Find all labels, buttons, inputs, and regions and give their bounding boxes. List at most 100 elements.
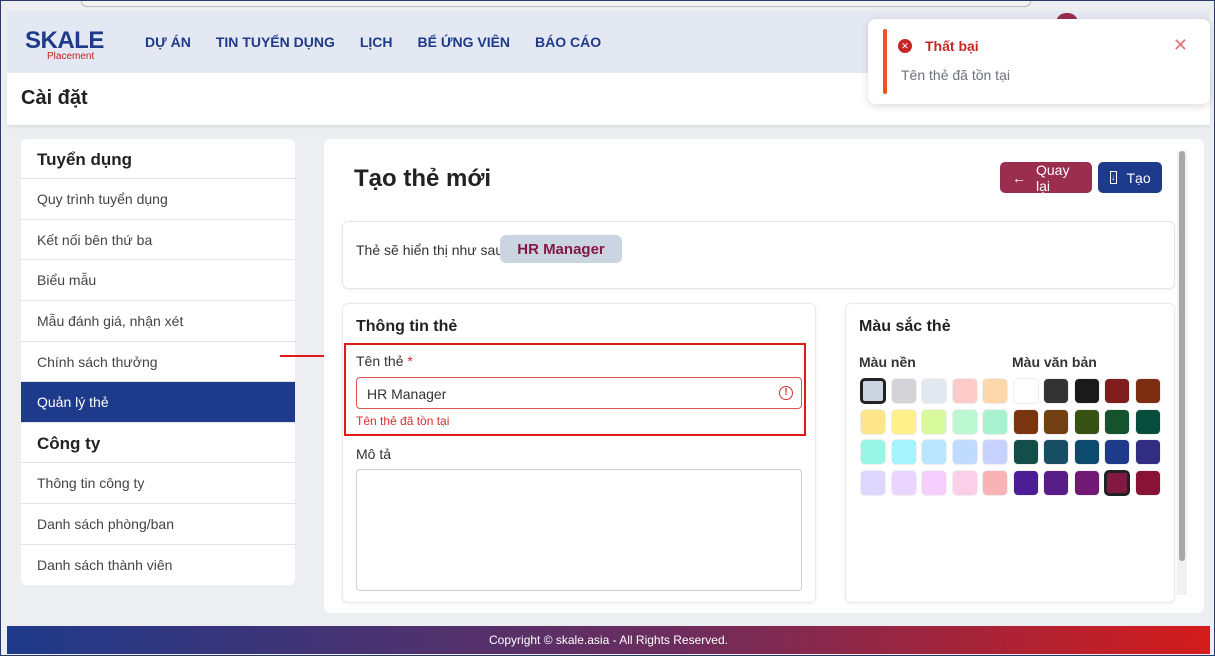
bg-color-swatch[interactable] bbox=[921, 439, 947, 465]
error-icon: ! bbox=[779, 386, 793, 400]
sidebar-item-quan-ly-the[interactable]: Quản lý thẻ bbox=[21, 382, 295, 424]
logo-text: SKALE bbox=[25, 27, 104, 54]
tag-preview-badge: HR Manager bbox=[500, 235, 622, 263]
sidebar-item-quy-trinh[interactable]: Quy trình tuyển dụng bbox=[21, 179, 295, 220]
nav-lich[interactable]: LỊCH bbox=[359, 34, 393, 50]
create-tag-panel: Tạo thẻ mới ← Quay lại ↓ Tạo Thẻ sẽ hiển t… bbox=[324, 139, 1204, 613]
create-label: Tạo bbox=[1126, 169, 1151, 186]
name-label: Tên thẻ * bbox=[356, 353, 413, 369]
tag-preview: Thẻ sẽ hiển thị như sau: HR Manager bbox=[342, 221, 1175, 289]
info-title: Thông tin thẻ bbox=[356, 318, 458, 335]
sidebar-item-thanh-vien[interactable]: Danh sách thành viên bbox=[37, 556, 173, 573]
text-color-swatch[interactable] bbox=[1073, 408, 1100, 435]
text-color-swatch[interactable] bbox=[1104, 408, 1130, 435]
toast-message: Tên thẻ đã tồn tại bbox=[901, 67, 1010, 83]
download-icon: ↓ bbox=[1110, 171, 1117, 184]
bg-color-swatch[interactable] bbox=[921, 469, 947, 496]
text-color-swatch[interactable] bbox=[1104, 439, 1130, 465]
tag-info-card: Thông tin thẻ bbox=[342, 303, 816, 603]
text-color-swatch[interactable] bbox=[1043, 469, 1069, 496]
preview-label: Thẻ sẽ hiển thị như sau: bbox=[356, 242, 508, 258]
nav-be-ung-vien[interactable]: BỂ ỨNG VIÊN bbox=[417, 34, 511, 50]
sidebar-item-ket-noi[interactable]: Kết nối bên thứ ba bbox=[21, 220, 295, 261]
toast-accent bbox=[883, 29, 887, 94]
bg-color-swatch[interactable] bbox=[890, 469, 917, 496]
color-title: Màu sắc thẻ bbox=[859, 318, 951, 335]
text-color-swatch[interactable] bbox=[1012, 439, 1039, 465]
name-label-text: Tên thẻ bbox=[356, 353, 404, 369]
bg-color-swatch[interactable] bbox=[982, 378, 1008, 404]
error-circle-icon: ✕ bbox=[898, 39, 912, 53]
sidebar-item-chinh-sach-thuong[interactable]: Chính sách thưởng bbox=[21, 342, 295, 383]
text-color-swatch[interactable] bbox=[1043, 378, 1069, 404]
bg-color-swatch[interactable] bbox=[921, 408, 947, 435]
text-color-swatch[interactable] bbox=[1073, 439, 1100, 465]
sidebar-section-cong-ty: Công ty bbox=[21, 423, 295, 464]
color-swatch-grid bbox=[860, 378, 1161, 496]
bg-color-swatch[interactable] bbox=[921, 378, 947, 404]
text-color-swatch[interactable] bbox=[1104, 469, 1130, 496]
settings-sidebar: Tuyển dụng Quy trình tuyển dụng Kết nối … bbox=[21, 139, 295, 585]
nav-tin-tuyen-dung[interactable]: TIN TUYỂN DỤNG bbox=[215, 34, 335, 50]
text-color-swatch[interactable] bbox=[1134, 408, 1161, 435]
tag-name-value: HR Manager bbox=[367, 386, 447, 402]
back-button[interactable]: ← Quay lại bbox=[1000, 161, 1092, 194]
footer: Copyright © skale.asia - All Rights Rese… bbox=[7, 626, 1210, 654]
text-color-swatch[interactable] bbox=[1073, 378, 1100, 404]
desc-label: Mô tả bbox=[356, 446, 392, 462]
scrollbar-thumb[interactable] bbox=[1179, 151, 1185, 561]
logo[interactable]: SKALE Placement bbox=[25, 27, 104, 62]
text-color-swatch[interactable] bbox=[1104, 378, 1130, 404]
text-color-swatch[interactable] bbox=[1012, 408, 1039, 435]
highlight-box bbox=[344, 343, 806, 436]
nav-bao-cao[interactable]: BÁO CÁO bbox=[535, 34, 602, 50]
bg-color-swatch[interactable] bbox=[951, 439, 978, 465]
text-color-swatch[interactable] bbox=[1043, 408, 1069, 435]
text-color-swatch[interactable] bbox=[1134, 469, 1161, 496]
toast-title: Thất bại bbox=[925, 38, 979, 54]
back-label: Quay lại bbox=[1036, 161, 1070, 194]
sidebar-section-tuyen-dung: Tuyển dụng bbox=[21, 139, 295, 179]
nav-du-an[interactable]: DỰ ÁN bbox=[145, 34, 191, 50]
page-title: Cài đặt bbox=[21, 87, 88, 109]
main-nav: DỰ ÁN TIN TUYỂN DỤNG LỊCH BỂ ỨNG VIÊN BÁ… bbox=[145, 34, 626, 50]
description-textarea[interactable] bbox=[356, 469, 802, 591]
text-color-swatch[interactable] bbox=[1073, 469, 1100, 496]
bg-color-swatch[interactable] bbox=[860, 439, 886, 465]
avatar[interactable] bbox=[1056, 13, 1078, 23]
bg-color-swatch[interactable] bbox=[951, 469, 978, 496]
bg-color-label: Màu nền bbox=[859, 354, 916, 370]
bg-color-swatch[interactable] bbox=[951, 408, 978, 435]
text-color-label: Màu văn bản bbox=[1012, 354, 1097, 370]
sidebar-item-mau-danh-gia[interactable]: Mẫu đánh giá, nhận xét bbox=[21, 301, 295, 342]
panel-title: Tạo thẻ mới bbox=[354, 165, 492, 192]
logo-sub: Placement bbox=[47, 51, 95, 62]
text-color-swatch[interactable] bbox=[1012, 469, 1039, 496]
text-color-swatch[interactable] bbox=[1134, 378, 1161, 404]
sidebar-item-thong-tin-cong-ty[interactable]: Thông tin công ty bbox=[21, 463, 295, 504]
tag-name-input[interactable]: HR Manager! bbox=[356, 377, 802, 409]
bg-color-swatch[interactable] bbox=[890, 408, 917, 435]
bg-color-swatch[interactable] bbox=[982, 408, 1008, 435]
bg-color-swatch[interactable] bbox=[982, 439, 1008, 465]
text-color-swatch[interactable] bbox=[1012, 378, 1039, 404]
bg-color-swatch[interactable] bbox=[951, 378, 978, 404]
error-toast: ✕ Thất bại Tên thẻ đã tồn tại ✕ bbox=[868, 19, 1210, 104]
bg-color-swatch[interactable] bbox=[890, 378, 917, 404]
name-error: Tên thẻ đã tồn tại bbox=[356, 414, 450, 428]
bg-color-swatch[interactable] bbox=[982, 469, 1008, 496]
create-button[interactable]: ↓ Tạo bbox=[1098, 162, 1162, 193]
sidebar-item-bieu-mau[interactable]: Biểu mẫu bbox=[21, 260, 295, 302]
required-mark: * bbox=[407, 353, 413, 369]
text-color-swatch[interactable] bbox=[1043, 439, 1069, 465]
bg-color-swatch[interactable] bbox=[860, 469, 886, 496]
bg-color-swatch[interactable] bbox=[890, 439, 917, 465]
text-color-swatch[interactable] bbox=[1134, 439, 1161, 465]
sidebar-item-phong-ban[interactable]: Danh sách phòng/ban bbox=[21, 504, 295, 545]
close-icon[interactable]: ✕ bbox=[1172, 35, 1188, 55]
arrow-left-icon: ← bbox=[1012, 169, 1026, 186]
browser-bar bbox=[81, 1, 1031, 7]
bg-color-swatch[interactable] bbox=[860, 378, 886, 404]
bg-color-swatch[interactable] bbox=[860, 408, 886, 435]
